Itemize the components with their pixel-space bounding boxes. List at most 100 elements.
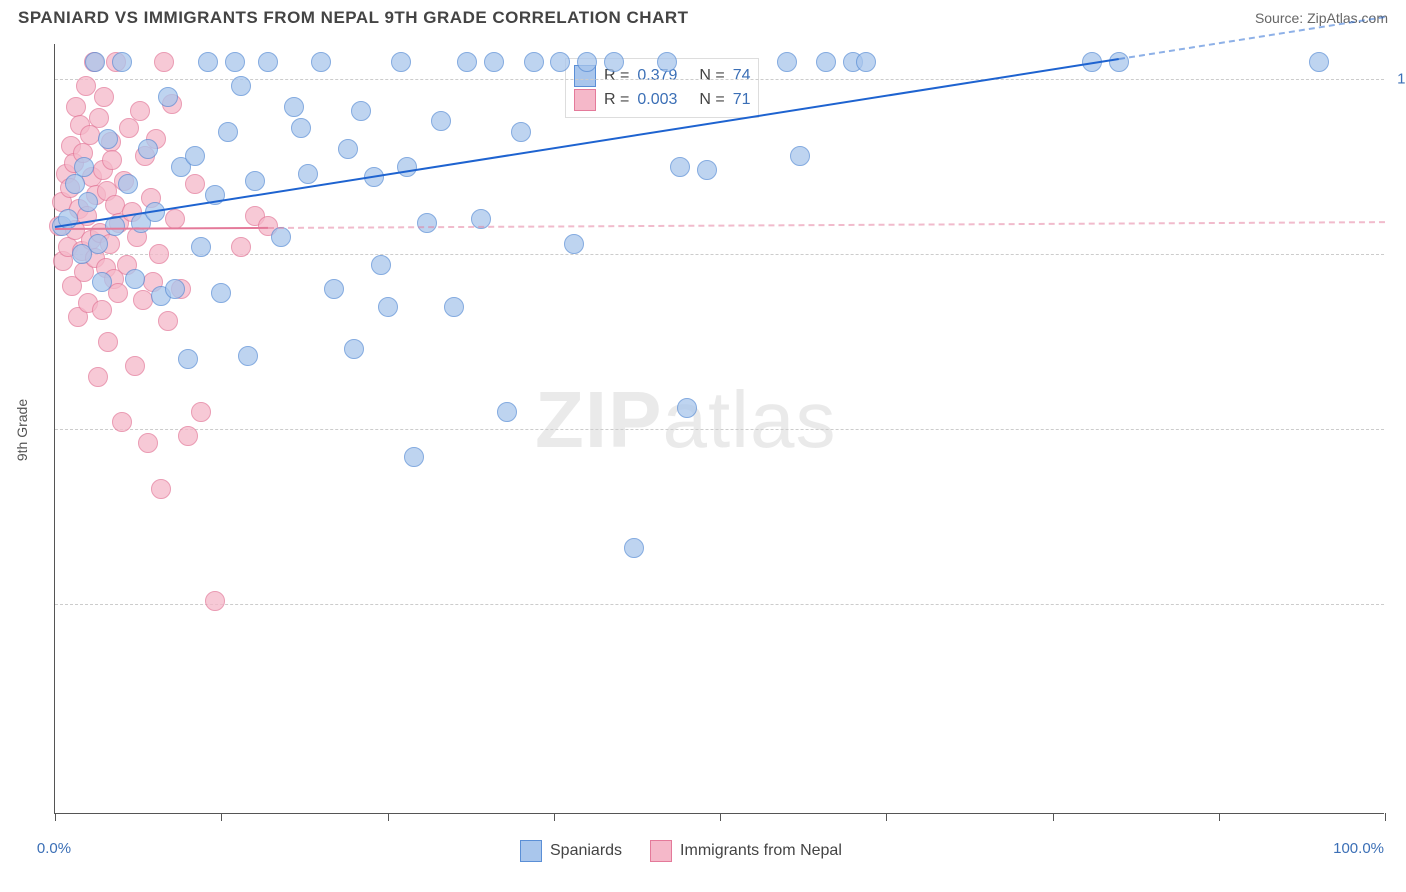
data-point (697, 160, 717, 180)
data-point (185, 146, 205, 166)
data-point (198, 52, 218, 72)
data-point (238, 346, 258, 366)
data-point (245, 171, 265, 191)
legend-item-spaniards: Spaniards (520, 840, 622, 862)
trend-line (55, 227, 268, 230)
x-tick (1385, 813, 1386, 821)
x-tick-max: 100.0% (1333, 840, 1384, 857)
data-point (231, 76, 251, 96)
series-legend: Spaniards Immigrants from Nepal (520, 840, 842, 862)
data-point (119, 118, 139, 138)
data-point (80, 125, 100, 145)
gridline (55, 604, 1384, 605)
data-point (524, 52, 544, 72)
data-point (66, 97, 86, 117)
data-point (444, 297, 464, 317)
data-point (185, 174, 205, 194)
data-point (158, 87, 178, 107)
data-point (118, 174, 138, 194)
data-point (564, 234, 584, 254)
data-point (790, 146, 810, 166)
y-axis-label: 9th Grade (14, 399, 30, 461)
data-point (88, 367, 108, 387)
data-point (78, 192, 98, 212)
data-point (657, 52, 677, 72)
gridline (55, 429, 1384, 430)
x-tick (1219, 813, 1220, 821)
data-point (76, 76, 96, 96)
data-point (324, 279, 344, 299)
data-point (158, 311, 178, 331)
swatch-icon (650, 840, 672, 862)
swatch-icon (574, 89, 596, 111)
data-point (98, 129, 118, 149)
data-point (130, 101, 150, 121)
data-point (404, 447, 424, 467)
watermark: ZIPatlas (535, 374, 836, 466)
data-point (550, 52, 570, 72)
data-point (604, 52, 624, 72)
data-point (178, 349, 198, 369)
data-point (102, 150, 122, 170)
data-point (112, 52, 132, 72)
data-point (391, 52, 411, 72)
data-point (74, 157, 94, 177)
data-point (577, 52, 597, 72)
data-point (138, 433, 158, 453)
data-point (311, 52, 331, 72)
data-point (624, 538, 644, 558)
x-tick (720, 813, 721, 821)
x-tick (221, 813, 222, 821)
data-point (191, 402, 211, 422)
data-point (457, 52, 477, 72)
data-point (88, 234, 108, 254)
data-point (85, 52, 105, 72)
x-tick (554, 813, 555, 821)
data-point (125, 356, 145, 376)
data-point (151, 479, 171, 499)
data-point (484, 52, 504, 72)
data-point (431, 111, 451, 131)
data-point (856, 52, 876, 72)
data-point (338, 139, 358, 159)
data-point (677, 398, 697, 418)
data-point (125, 269, 145, 289)
data-point (816, 52, 836, 72)
data-point (670, 157, 690, 177)
data-point (225, 52, 245, 72)
data-point (112, 412, 132, 432)
chart-plot-area: ZIPatlas R = 0.379 N = 74 R = 0.003 N = … (54, 44, 1384, 814)
data-point (98, 332, 118, 352)
y-tick-label: 100.0% (1397, 71, 1406, 88)
chart-title: SPANIARD VS IMMIGRANTS FROM NEPAL 9TH GR… (18, 8, 689, 28)
x-tick (886, 813, 887, 821)
data-point (92, 272, 112, 292)
gridline (55, 254, 1384, 255)
data-point (291, 118, 311, 138)
data-point (497, 402, 517, 422)
x-tick (388, 813, 389, 821)
data-point (351, 101, 371, 121)
legend-row-nepal: R = 0.003 N = 71 (574, 89, 750, 111)
data-point (165, 279, 185, 299)
x-tick (1053, 813, 1054, 821)
data-point (218, 122, 238, 142)
data-point (344, 339, 364, 359)
data-point (284, 97, 304, 117)
data-point (149, 244, 169, 264)
data-point (298, 164, 318, 184)
data-point (154, 52, 174, 72)
data-point (211, 283, 231, 303)
x-tick-min: 0.0% (37, 840, 71, 857)
legend-item-nepal: Immigrants from Nepal (650, 840, 842, 862)
data-point (258, 52, 278, 72)
data-point (205, 591, 225, 611)
data-point (65, 174, 85, 194)
data-point (178, 426, 198, 446)
x-tick (55, 813, 56, 821)
data-point (138, 139, 158, 159)
data-point (133, 290, 153, 310)
data-point (92, 300, 112, 320)
data-point (371, 255, 391, 275)
data-point (1109, 52, 1129, 72)
